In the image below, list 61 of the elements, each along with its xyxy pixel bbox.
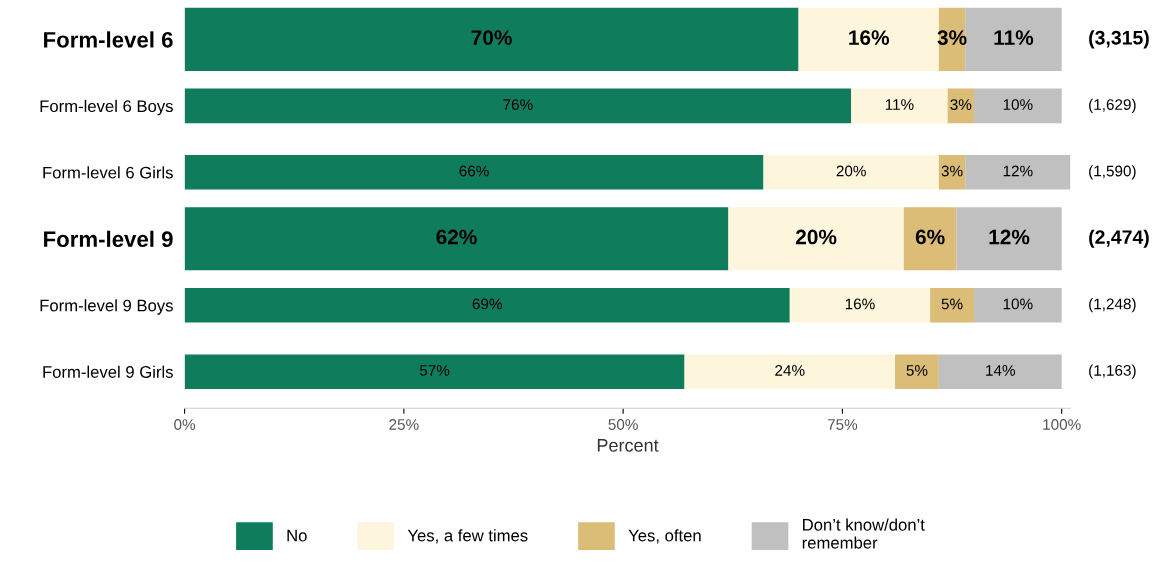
- legend-label: Yes, a few times: [407, 529, 528, 544]
- data-label: 11%: [994, 30, 1034, 45]
- data-label: 66%: [459, 165, 489, 177]
- data-label: 16%: [849, 30, 890, 45]
- data-label: 5%: [906, 365, 928, 376]
- data-label: 20%: [795, 229, 837, 245]
- legend-label: Yes, often: [628, 529, 701, 544]
- data-label: 6%: [915, 229, 945, 245]
- data-label: 62%: [436, 229, 477, 245]
- data-label: 3%: [941, 165, 963, 177]
- y-tick-label: Form-level 9: [44, 230, 173, 248]
- y-tick-label: Form-level 6 Girls: [43, 166, 173, 179]
- data-label: 24%: [775, 364, 805, 376]
- bar: [973, 287, 1062, 323]
- legend-label: Don’t know/don’t remember: [802, 518, 925, 549]
- y-tick-label: Form-level 6 Boys: [40, 99, 173, 116]
- bar: [973, 88, 1062, 124]
- x-axis-title: Percent: [597, 439, 659, 452]
- text: (1,163): [1089, 364, 1136, 379]
- x-tick-label: 75%: [827, 419, 858, 430]
- text: (1,248): [1089, 298, 1136, 313]
- data-label: 3%: [937, 30, 967, 46]
- bar: [938, 155, 966, 190]
- data-label: 14%: [986, 365, 1016, 376]
- legend-label: No: [287, 529, 307, 542]
- bar: [184, 287, 790, 323]
- x-tick-label: 0%: [174, 419, 196, 430]
- data-label: 76%: [503, 99, 533, 110]
- data-label: 3%: [950, 99, 972, 110]
- text: (1,590): [1089, 165, 1136, 180]
- data-label: 69%: [472, 298, 502, 310]
- x-tick-label: 100%: [1043, 419, 1081, 430]
- bar: [930, 287, 974, 323]
- bar: [184, 155, 764, 190]
- bar: [965, 155, 1071, 190]
- bar: [895, 354, 939, 389]
- bar: [684, 354, 896, 389]
- data-label: 70%: [471, 30, 512, 45]
- data-label: 12%: [989, 229, 1030, 245]
- data-label: 5%: [941, 298, 963, 310]
- y-tick-label: Form-level 6: [44, 31, 173, 48]
- data-label: 10%: [1003, 99, 1033, 110]
- bar: [184, 354, 685, 389]
- data-label: 12%: [1003, 165, 1033, 177]
- x-tick-label: 50%: [608, 419, 638, 430]
- data-label: 16%: [845, 298, 875, 310]
- data-label: 57%: [419, 365, 450, 376]
- text: (1,629): [1089, 98, 1136, 113]
- text: (2,474): [1089, 229, 1149, 248]
- bar: [851, 88, 948, 124]
- data-label: 10%: [1003, 298, 1033, 310]
- bar: [789, 287, 931, 323]
- text: (3,315): [1089, 30, 1149, 49]
- bar: [938, 354, 1062, 389]
- y-tick-label: Form-level 9 Girls: [43, 365, 173, 378]
- bar: [763, 155, 939, 190]
- bar: [184, 88, 852, 124]
- y-tick-label: Form-level 9 Boys: [40, 299, 173, 315]
- x-tick-label: 25%: [389, 419, 419, 430]
- data-label: 11%: [885, 99, 914, 110]
- data-label: 20%: [836, 165, 866, 177]
